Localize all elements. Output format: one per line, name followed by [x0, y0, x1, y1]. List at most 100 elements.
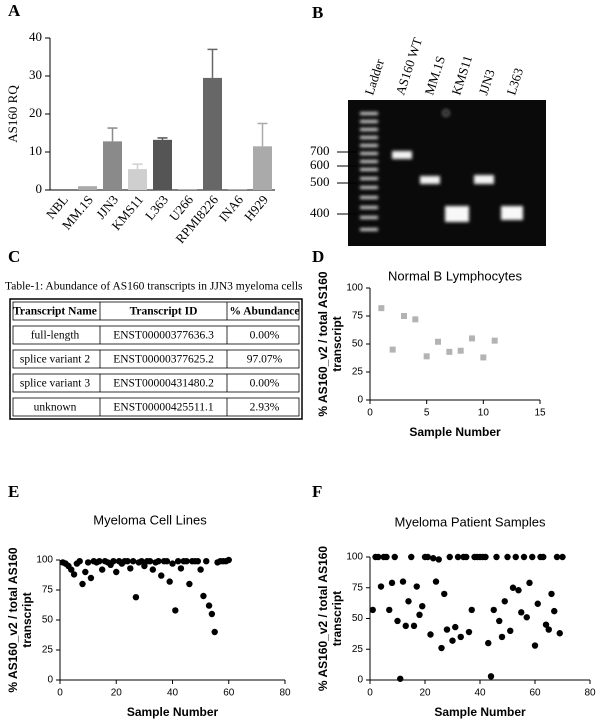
size-label: 700: [310, 143, 330, 158]
point: [553, 553, 561, 561]
point: [526, 579, 533, 587]
point: [490, 606, 497, 614]
size-label: 500: [310, 174, 330, 189]
y-axis-label: % AS160_v2 / total AS160: [6, 547, 20, 693]
x-tick-label: L363: [142, 192, 171, 223]
table-cell: 2.93%: [250, 402, 280, 414]
point: [515, 587, 522, 594]
y-tick-label: 25: [352, 644, 364, 655]
point: [369, 606, 376, 614]
x-tick-label: 15: [534, 408, 546, 419]
x-tick-label: 0: [367, 688, 373, 699]
point: [401, 313, 407, 319]
table-cell: 0.00%: [250, 330, 280, 342]
point: [416, 611, 423, 619]
point: [443, 626, 451, 633]
table-row: [12, 301, 300, 321]
point: [87, 574, 95, 582]
x-tick-label: 5: [424, 408, 430, 419]
y-tick-label: 0: [36, 181, 43, 196]
point: [200, 592, 207, 600]
table-cell: 97.07%: [247, 354, 283, 366]
x-tick-label: 80: [584, 688, 596, 699]
bar: [78, 186, 97, 190]
size-label: 600: [310, 157, 330, 172]
point: [194, 558, 202, 565]
y-tick-label: 50: [352, 613, 364, 624]
point: [518, 609, 525, 616]
point: [82, 568, 89, 576]
table-cell: splice variant 2: [20, 354, 91, 366]
point: [378, 305, 385, 312]
point: [377, 583, 385, 590]
table-cell: unknown: [34, 402, 77, 414]
panel-label: C: [8, 247, 20, 266]
point: [203, 558, 210, 565]
y-tick-label: 100: [36, 555, 53, 566]
point: [509, 584, 517, 591]
point: [169, 560, 176, 567]
bar: [103, 141, 122, 190]
point: [397, 675, 404, 682]
panel-label: A: [8, 1, 21, 20]
y-tick-label: 50: [352, 339, 364, 350]
point: [548, 590, 555, 598]
point: [205, 602, 213, 609]
bar: [128, 169, 147, 190]
point: [482, 553, 489, 561]
point: [394, 617, 401, 625]
point: [388, 579, 396, 587]
point: [110, 558, 117, 565]
point: [435, 556, 442, 563]
y-tick-label: 75: [352, 582, 364, 593]
lane-label: KMS11: [448, 54, 475, 97]
panel-label: E: [8, 482, 19, 501]
lane-label: Ladder: [361, 57, 387, 97]
y-tick-label: 0: [47, 675, 53, 686]
x-tick-label: H929: [241, 192, 271, 224]
point: [559, 553, 566, 561]
y-tick-label: 50: [42, 615, 54, 626]
point: [465, 628, 473, 636]
y-tick-label: 0: [357, 395, 363, 406]
table-header-cell: Transcript ID: [130, 306, 198, 318]
error-bar: [107, 127, 118, 142]
table-row: [12, 349, 300, 369]
x-tick-label: 80: [279, 688, 291, 699]
point: [545, 626, 552, 633]
point: [386, 606, 393, 614]
y-axis-label: transcript: [330, 591, 344, 646]
x-tick-label: 60: [223, 688, 235, 699]
x-tick-label: INA6: [216, 192, 247, 225]
point: [534, 600, 541, 607]
point: [419, 603, 426, 610]
point: [383, 553, 390, 561]
point: [487, 673, 495, 680]
point: [141, 562, 148, 570]
point: [413, 583, 420, 590]
point: [402, 622, 409, 630]
point: [491, 337, 498, 344]
y-tick-label: 75: [42, 585, 54, 596]
point: [124, 558, 131, 565]
point: [501, 598, 508, 605]
size-label: 400: [310, 205, 330, 220]
point: [542, 621, 550, 628]
point: [186, 580, 193, 588]
bar: [178, 189, 197, 190]
point: [127, 565, 134, 572]
panel-label: D: [312, 247, 324, 266]
y-tick-label: 25: [352, 367, 364, 378]
x-axis-label: Sample Number: [434, 705, 526, 719]
y-tick-label: 10: [29, 143, 42, 158]
point: [452, 623, 459, 631]
point: [183, 558, 190, 565]
point: [163, 558, 171, 565]
point: [468, 606, 475, 614]
point: [149, 566, 157, 573]
point: [68, 566, 75, 573]
x-tick-label: 60: [529, 688, 541, 699]
table-cell: 0.00%: [250, 378, 280, 390]
table-row: [12, 397, 300, 417]
chart-title: Myeloma Patient Samples: [394, 514, 546, 529]
